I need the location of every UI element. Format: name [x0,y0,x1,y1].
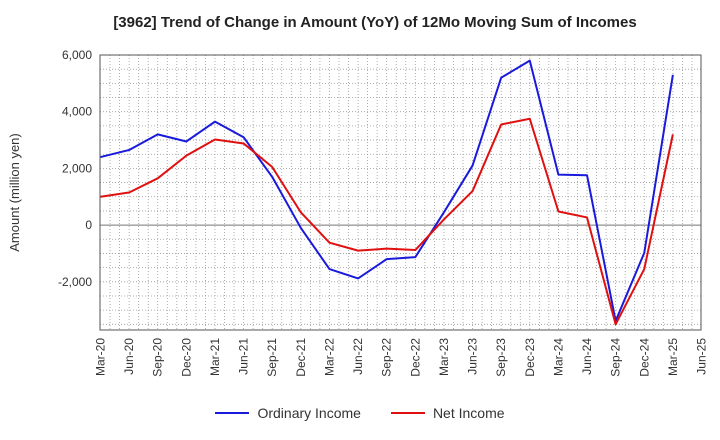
x-tick-labels: Mar-20 Jun-20 Sep-20 Dec-20 Mar-21 Jun-21 Sep-… [94,338,709,377]
grid-lines [100,55,701,330]
y-tick-label: 4,000 [62,105,92,119]
y-tick-label: -2,000 [58,275,92,289]
x-tick-label: Mar-21 [208,338,222,376]
x-tick-label: Jun-25 [695,338,709,375]
x-tick-label: Dec-24 [637,338,651,377]
x-tick-label: Jun-23 [466,338,480,375]
y-tick-label: 0 [85,218,92,232]
series-lines [100,59,674,326]
x-tick-label: Jun-21 [237,338,251,375]
series-line-net-income [100,117,674,326]
chart-title: [3962] Trend of Change in Amount (YoY) o… [113,14,637,31]
x-tick-label: Sep-24 [609,338,623,377]
legend-item: Net Income [390,405,505,421]
y-tick-label: 2,000 [62,161,92,175]
legend-label: Net Income [432,405,505,421]
x-tick-label: Sep-23 [494,338,508,377]
x-tick-label: Dec-22 [408,338,422,377]
y-tick-labels: 6,000 4,000 2,000 0 -2,000 [58,48,92,289]
legend: Ordinary Income Net Income [0,405,720,421]
x-tick-label: Mar-22 [322,338,336,376]
x-tick-label: Mar-23 [437,338,451,376]
x-tick-label: Jun-22 [351,338,365,375]
x-tick-label: Dec-23 [523,338,537,377]
x-tick-label: Mar-20 [94,338,108,376]
x-tick-label: Dec-20 [179,338,193,377]
x-tick-label: Jun-24 [580,338,594,375]
plot-frame [99,54,702,331]
x-tick-label: Mar-24 [551,338,565,376]
legend-swatch [390,412,425,414]
x-tick-label: Mar-25 [666,338,680,376]
x-tick-label: Dec-21 [294,338,308,377]
series-line-ordinary-income [100,59,674,322]
x-tick-label: Sep-22 [380,338,394,377]
legend-swatch [215,412,250,414]
legend-label: Ordinary Income [257,405,361,421]
x-tick-label: Jun-20 [122,338,136,375]
y-tick-label: 6,000 [62,48,92,62]
y-axis-label: Amount (million yen) [7,133,22,252]
x-tick-label: Sep-21 [265,338,279,377]
x-tick-label: Sep-20 [151,338,165,377]
legend-item: Ordinary Income [215,405,361,421]
